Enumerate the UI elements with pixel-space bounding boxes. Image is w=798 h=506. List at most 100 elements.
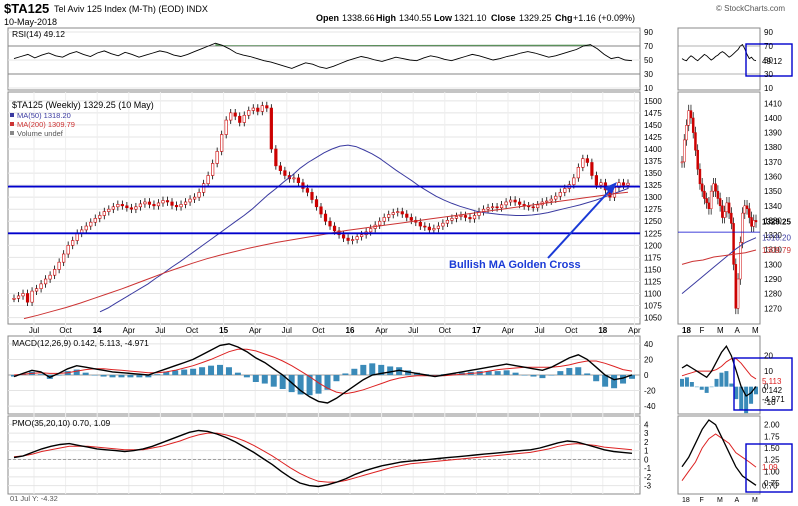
inset-price-frame	[677, 91, 761, 325]
macd-histogram-bar	[396, 367, 403, 375]
inset-macd-bar	[749, 386, 754, 404]
price-bar-body	[215, 151, 219, 164]
price-bar-body	[572, 177, 576, 185]
price-bar-body	[206, 175, 210, 184]
open-label: Open	[316, 13, 339, 23]
inset-macd-bar	[684, 377, 689, 387]
inset-macd-tick: 20	[764, 352, 773, 361]
inset-price-body	[734, 264, 738, 309]
pmo-y-tick-label: 1	[644, 447, 649, 456]
macd-legend: MACD(12,26,9) 0.142, 5.113, -4.971	[12, 338, 149, 348]
price-y-tick-label: 1275	[644, 205, 662, 214]
inset-macd-bar	[734, 386, 739, 400]
inset-price-body	[748, 208, 751, 218]
macd-histogram-bar	[91, 375, 98, 376]
price-bar-body	[66, 245, 70, 255]
macd-histogram-bar	[172, 370, 179, 375]
price-bar-body	[170, 201, 174, 206]
macd-histogram-bar	[243, 375, 250, 378]
price-bar-body	[301, 182, 305, 189]
inset-pmo-tick: 0.75	[764, 479, 780, 488]
inset-macd-bar	[709, 386, 714, 388]
macd-y-tick-label: 40	[644, 340, 653, 349]
price-bar-body	[296, 177, 301, 184]
x-axis-label: 16	[346, 326, 355, 335]
inset-rsi-tick: 30	[764, 70, 773, 79]
inset-pmo-tick: 1.00	[764, 467, 780, 476]
inset-pmo-line	[681, 419, 757, 486]
price-bar-body	[314, 199, 319, 208]
price-bar-body	[152, 204, 156, 207]
price-bar-body	[486, 207, 490, 210]
price-bar-body	[247, 110, 251, 116]
inset-pmo-highlight-box	[745, 443, 793, 493]
x-axis-label: 17	[472, 326, 481, 335]
price-bar-body	[292, 177, 296, 180]
price-y-tick-label: 1375	[644, 157, 662, 166]
pmo-y-tick-label: -1	[644, 464, 652, 473]
price-bar-body	[98, 215, 102, 219]
price-legend-main: $TA125 (Weekly) 1329.25 (10 May)	[12, 100, 154, 110]
price-bar-body	[242, 114, 246, 123]
inset-rsi-value: 49.12	[762, 57, 783, 66]
open-value: 1338.66	[342, 13, 375, 23]
label-layer: 9070503010150014751450142514001375135013…	[29, 28, 792, 504]
inset-rsi-tick: 90	[764, 28, 773, 37]
price-bar-body	[621, 182, 626, 186]
inset-x-label: 18	[682, 326, 691, 335]
inset-price-tick: 1400	[764, 114, 782, 123]
x-axis-label: Apr	[628, 326, 641, 335]
price-bar-body	[545, 200, 549, 203]
chg-label: Chg	[555, 13, 573, 23]
price-bar-body	[341, 234, 346, 239]
price-bar-body	[323, 213, 328, 222]
macd-histogram-bar	[118, 375, 125, 378]
macd-histogram-bar	[306, 375, 313, 396]
price-bar-body	[472, 215, 477, 220]
price-bar-body	[265, 105, 269, 109]
price-y-tick-label: 1150	[644, 265, 662, 274]
price-bar-body	[396, 211, 400, 213]
price-bar-body	[197, 192, 201, 198]
annotation-arrow	[547, 187, 613, 259]
macd-signal-line	[13, 348, 633, 395]
macd-histogram-bar	[539, 375, 546, 379]
footer-readout: 01 Jul Y: -4.32	[10, 494, 58, 503]
inset-price-body	[707, 202, 711, 209]
price-bar-body	[378, 220, 382, 226]
ma200-swatch	[10, 122, 14, 126]
ma50-line	[99, 144, 629, 313]
inset-macd-bar	[699, 386, 704, 390]
inset-price-body	[685, 125, 688, 141]
rsi-legend: RSI(14) 49.12	[12, 29, 65, 39]
price-bar-body	[211, 163, 215, 176]
x-axis-label: Apr	[502, 326, 515, 335]
x-axis-label: Jul	[408, 326, 418, 335]
pmo-y-tick-label: 3	[644, 429, 649, 438]
price-bar-body	[418, 221, 422, 227]
inset-price-value: 1309.79	[762, 246, 791, 255]
price-bar-body	[129, 207, 133, 210]
price-bar-body	[558, 192, 562, 197]
inset-macd-signal	[681, 358, 757, 380]
price-bar-body	[554, 195, 558, 200]
inset-pmo-x-label: M	[752, 497, 758, 504]
pmo-panel-frame	[7, 415, 641, 495]
price-bar-body	[107, 208, 111, 212]
macd-histogram-bar	[225, 367, 232, 375]
inset-pmo-value: 0.70	[762, 481, 778, 490]
macd-histogram-bar	[521, 375, 528, 376]
inset-price-tick: 1290	[764, 275, 782, 284]
price-bar-body	[423, 225, 427, 228]
price-bar-body	[143, 201, 147, 205]
macd-histogram-bar	[82, 372, 89, 375]
macd-histogram-bar	[548, 375, 555, 376]
price-bar-body	[120, 204, 124, 207]
inset-price-body	[689, 110, 693, 119]
price-bar-body	[111, 206, 115, 210]
inset-rsi-tick: 10	[764, 84, 773, 93]
inset-price-body	[752, 220, 756, 227]
inset-x-label: A	[735, 326, 741, 335]
inset-price-body	[705, 198, 708, 204]
inset-rsi-tick: 70	[764, 42, 773, 51]
